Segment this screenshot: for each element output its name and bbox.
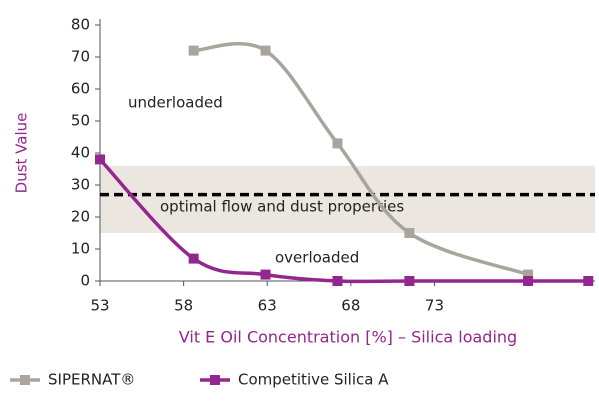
legend-marker [210,375,220,385]
legend-label: SIPERNAT® [48,371,135,389]
data-point [404,276,415,286]
x-tick-label: 53 [90,297,109,315]
data-point [583,276,594,286]
series-line [193,41,529,277]
y-tick-label: 30 [71,176,90,194]
legend-marker [20,375,30,385]
data-point [188,45,199,56]
data-point [523,276,534,286]
data-point [332,276,343,286]
y-tick-label: 20 [71,208,90,226]
data-point [523,269,534,280]
y-tick-label: 80 [71,16,90,34]
annotation: optimal flow and dust properties [160,198,404,216]
optimal-band [100,165,595,233]
annotation: underloaded [128,94,223,112]
legend-label: Competitive Silica A [238,371,389,389]
y-tick-label: 70 [71,48,90,66]
y-tick-label: 40 [71,144,90,162]
x-tick-label: 73 [425,297,444,315]
x-tick-label: 58 [174,297,193,315]
y-tick-label: 50 [71,112,90,130]
data-point [260,45,271,56]
data-point [404,228,415,238]
x-tick-label: 63 [258,297,277,315]
y-tick-label: 0 [80,272,90,290]
y-axis-title: Dust Value [13,113,31,194]
data-point [260,269,271,280]
y-tick-label: 10 [71,240,90,258]
data-point [95,154,105,165]
x-tick-label: 68 [341,297,360,315]
data-point [332,138,343,149]
y-tick-label: 60 [71,80,90,98]
data-point [188,253,199,264]
x-axis-title: Vit E Oil Concentration [%] – Silica loa… [179,328,517,347]
annotation: overloaded [275,249,359,267]
